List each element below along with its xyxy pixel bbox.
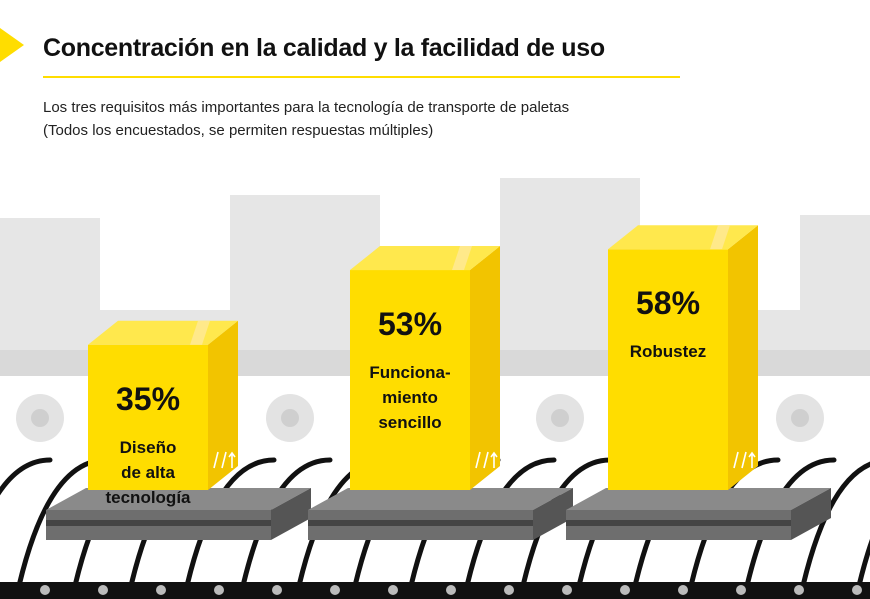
pallet-gap [308, 520, 533, 526]
conveyor-belt [0, 457, 870, 599]
title-underline [43, 76, 680, 78]
conveyor-roller [388, 585, 398, 595]
bar-box-side [728, 225, 758, 491]
background-wheel-hub [31, 409, 49, 427]
bar-category-line: miento [382, 388, 438, 408]
bar-category-line: Diseño [119, 437, 177, 457]
pallet-top [308, 488, 573, 510]
conveyor-roller [272, 585, 282, 595]
accent-triangle [0, 28, 24, 62]
bar-box-side [208, 320, 238, 490]
bar-box-tape [452, 246, 472, 271]
pallet-side [791, 488, 831, 540]
chart-scene [0, 178, 870, 599]
fragile-icon [213, 451, 236, 469]
bar-category-line: Funciona- [369, 363, 451, 383]
bar-category-line: de alta [121, 462, 175, 482]
fragile-icon [733, 451, 756, 469]
conveyor-roller [562, 585, 572, 595]
pallet-deck [308, 510, 533, 520]
conveyor-stripe [853, 539, 870, 599]
conveyor-roller [504, 585, 514, 595]
bar-value-label: 35% [115, 380, 181, 417]
pallet-top [566, 488, 831, 510]
background-wheel-hub [551, 409, 569, 427]
conveyor-stripe [797, 461, 870, 599]
bar-category-label: Robustez [602, 339, 734, 364]
bar-box-tape [710, 225, 730, 250]
pallet-gap [566, 520, 791, 526]
subtitle: Los tres requisitos más importantes para… [43, 96, 569, 142]
pallet-gap [46, 520, 271, 526]
background-wheel-hub [791, 409, 809, 427]
conveyor-stripe [0, 457, 53, 496]
bar-value-label: 53% [377, 306, 443, 343]
conveyor-roller [156, 585, 166, 595]
bar-category-label: Funciona-miento sencillo [344, 360, 476, 435]
conveyor-roller [620, 585, 630, 595]
conveyor-roller [446, 585, 456, 595]
conveyor-roller [98, 585, 108, 595]
fragile-icon [475, 451, 498, 469]
conveyor-roller [794, 585, 804, 595]
subtitle-line-1: Los tres requisitos más importantes para… [43, 99, 570, 116]
pallet-deck [566, 510, 791, 520]
bar-category-line: Robustez [629, 342, 707, 362]
pallet-base [566, 526, 791, 540]
pallets [46, 488, 831, 540]
pallet-top [46, 488, 311, 510]
page-title: Concentración en la calidad y la facilid… [43, 34, 605, 62]
conveyor-roller [214, 585, 224, 595]
bar-box-side [470, 246, 500, 490]
conveyor-roller [736, 585, 746, 595]
conveyor-roller [330, 585, 340, 595]
bar-value-label: 58% [635, 285, 701, 322]
subtitle-line-2: (Todos los encuestados, se permiten resp… [43, 122, 434, 139]
pallet-base [46, 526, 271, 540]
bar-category-label: Diseño de alta tecnología [82, 435, 214, 510]
bar-box-front [88, 344, 208, 490]
bar-box-tape [190, 320, 210, 345]
bar-boxes [88, 225, 758, 491]
conveyor-roller [678, 585, 688, 595]
bar-box-front [350, 270, 470, 490]
pallet-deck [46, 510, 271, 520]
bar-category-line: tecnología [105, 487, 191, 507]
pallet-base [308, 526, 533, 540]
conveyor-roller [852, 585, 862, 595]
pallet-side [271, 488, 311, 540]
pallet-side [533, 488, 573, 540]
bar-box-front [608, 249, 728, 490]
bar-category-line: sencillo [378, 413, 442, 433]
conveyor-roller [40, 585, 50, 595]
background-wheel-hub [281, 409, 299, 427]
